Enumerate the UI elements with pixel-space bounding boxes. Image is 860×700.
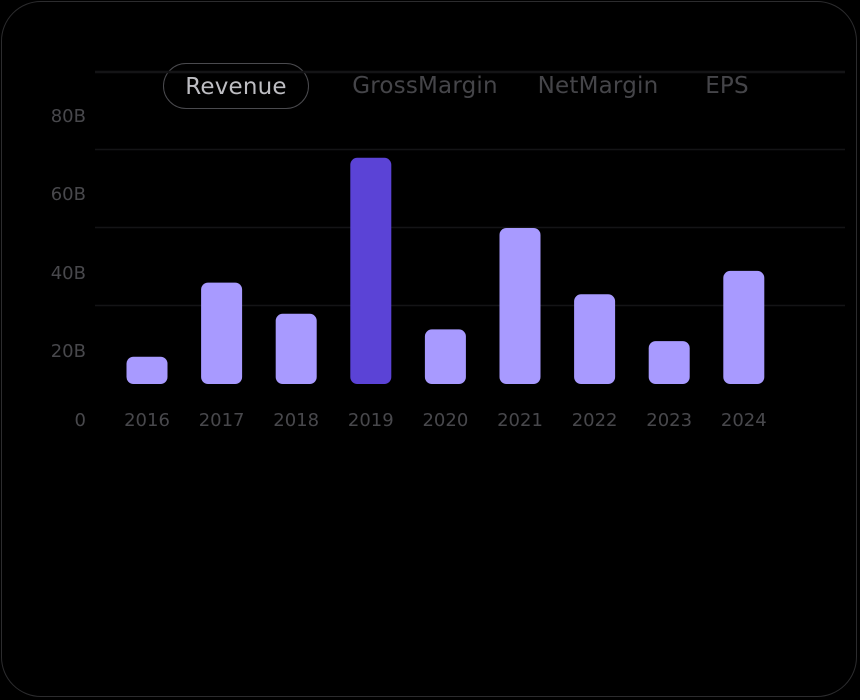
bar-2019[interactable] bbox=[350, 157, 392, 384]
x-tick-label: 2023 bbox=[646, 410, 692, 431]
bar-2018[interactable] bbox=[275, 313, 317, 384]
y-tick-label: 20B bbox=[51, 341, 86, 362]
x-tick-label: 2018 bbox=[273, 410, 319, 431]
metric-tabs: Revenue GrossMargin NetMargin EPS bbox=[2, 2, 856, 122]
tab-eps[interactable]: EPS bbox=[705, 73, 749, 99]
x-tick-label: 2019 bbox=[348, 410, 394, 431]
x-tick-label: 2020 bbox=[422, 410, 468, 431]
tab-net-margin[interactable]: NetMargin bbox=[537, 73, 659, 99]
bar-2021[interactable] bbox=[499, 228, 541, 384]
x-tick-label: 2022 bbox=[572, 410, 618, 431]
bar-2017[interactable] bbox=[201, 282, 243, 384]
x-tick-label: 2017 bbox=[199, 410, 245, 431]
bar-2022[interactable] bbox=[574, 294, 616, 384]
bars bbox=[126, 157, 765, 384]
x-tick-label: 2024 bbox=[721, 410, 767, 431]
bar-2024[interactable] bbox=[723, 270, 765, 384]
y-tick-label: 40B bbox=[51, 263, 86, 284]
bar-2023[interactable] bbox=[648, 341, 690, 384]
grid-lines bbox=[95, 70, 845, 307]
tab-gross-margin[interactable]: GrossMargin bbox=[352, 73, 498, 99]
x-tick-label: 2016 bbox=[124, 410, 170, 431]
x-tick-label: 2021 bbox=[497, 410, 543, 431]
bar-2020[interactable] bbox=[424, 329, 466, 384]
tab-revenue[interactable]: Revenue bbox=[163, 63, 309, 109]
x-axis: 2016 2017 2018 2019 2020 2021 2022 2023 2024 bbox=[124, 410, 767, 431]
bar-2016[interactable] bbox=[126, 356, 168, 384]
y-tick-label: 60B bbox=[51, 184, 86, 205]
y-tick-label: 0 bbox=[75, 410, 86, 431]
y-tick-label: 80B bbox=[51, 106, 86, 127]
y-axis: 0 20B 40B 60B 80B bbox=[51, 106, 86, 431]
